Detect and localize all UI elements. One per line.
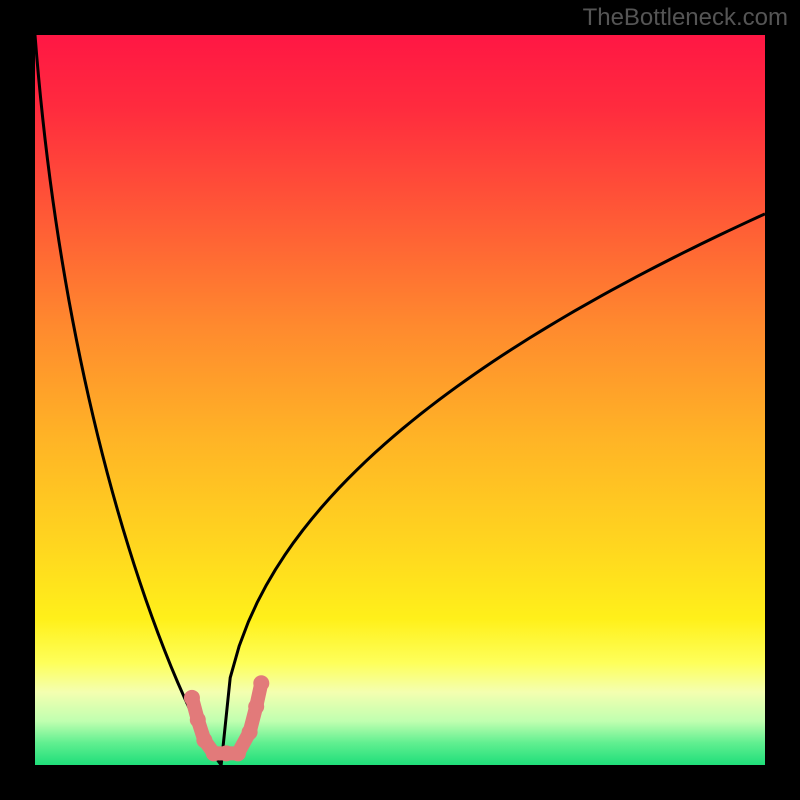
marker-dot [190, 712, 206, 728]
gradient-background [35, 35, 765, 765]
marker-dot [242, 724, 258, 740]
marker-dot [230, 745, 246, 761]
marker-dot [196, 732, 212, 748]
marker-dot [248, 699, 264, 715]
chart-container [35, 35, 765, 765]
bottleneck-chart [35, 35, 765, 765]
watermark-text: TheBottleneck.com [583, 4, 788, 32]
marker-dot [253, 675, 269, 691]
marker-dot [184, 690, 200, 706]
